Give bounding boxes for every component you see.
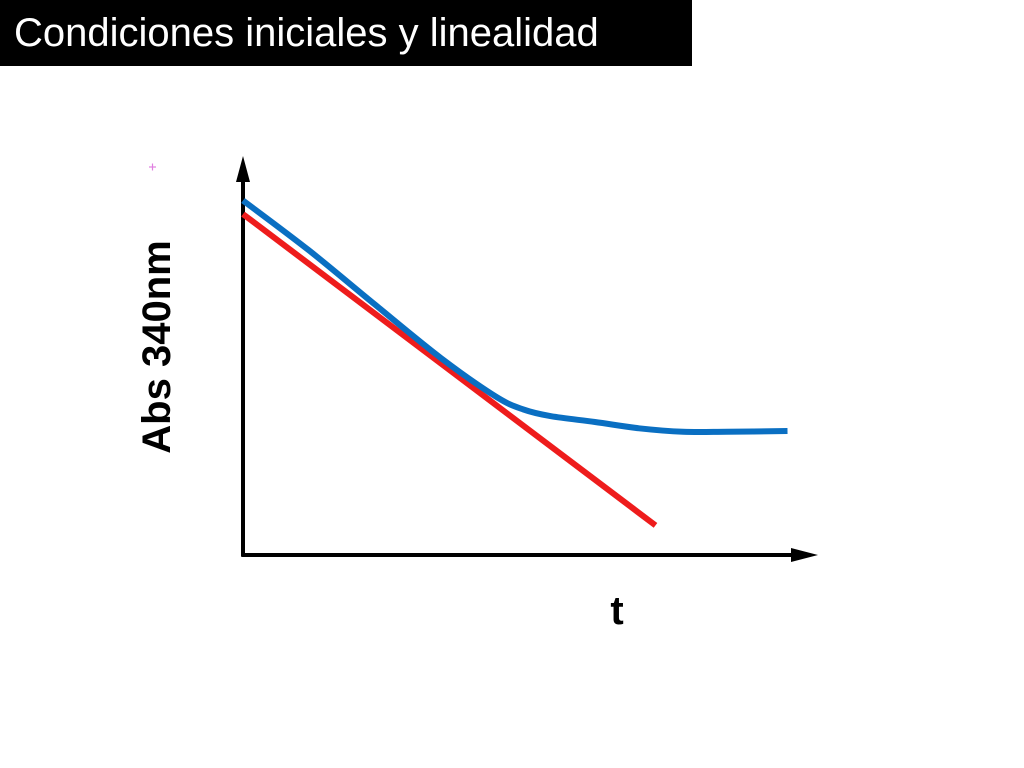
chart-series	[241, 198, 788, 528]
y-axis-label: Abs 340nm	[135, 240, 179, 453]
series-line-1	[241, 211, 658, 528]
series-line-2	[241, 198, 788, 436]
x-axis-arrowhead	[791, 548, 818, 562]
slide-title: Condiciones iniciales y linealidad	[0, 0, 692, 66]
plus-marker	[149, 163, 156, 171]
x-axis-label: t	[610, 589, 623, 633]
y-axis-arrowhead	[236, 156, 250, 182]
chart-axes	[236, 156, 818, 562]
